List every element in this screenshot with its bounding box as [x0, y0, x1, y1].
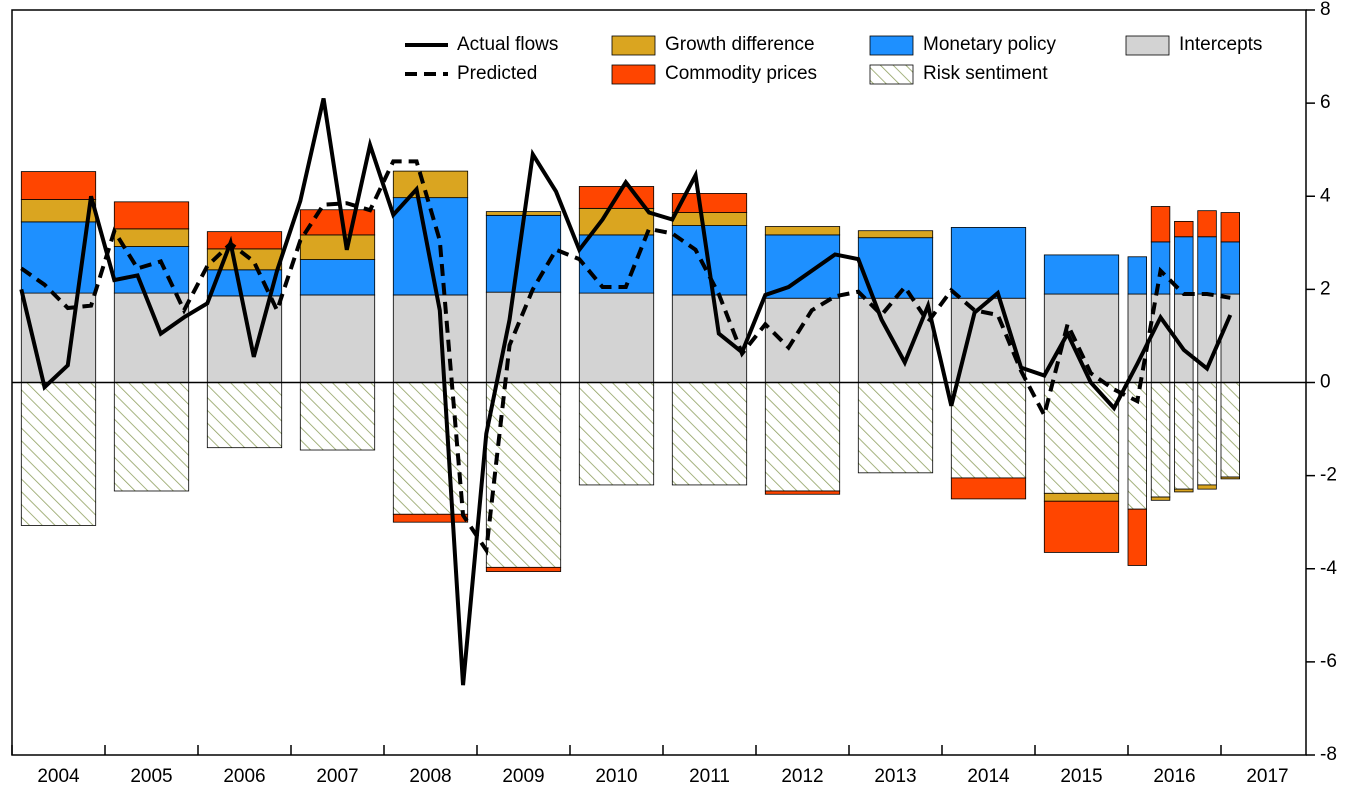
line-series — [19, 98, 1233, 686]
bar-segment — [671, 193, 748, 213]
bar-segment — [392, 382, 469, 515]
bar-segment — [578, 382, 655, 486]
bar-segment — [1197, 210, 1217, 238]
bar-segment — [113, 201, 190, 230]
bar-segment — [1220, 382, 1240, 478]
legend-label: Risk sentiment — [923, 63, 1048, 84]
bar-segment — [206, 382, 283, 449]
bar-segment — [1150, 206, 1171, 243]
legend-swatch — [611, 35, 656, 56]
bar-segment — [764, 382, 841, 492]
bar-segment — [764, 226, 841, 236]
bar-segment — [113, 246, 190, 294]
bar-segment — [299, 294, 376, 383]
y-tick-label: -8 — [1320, 744, 1337, 765]
bar-segment — [20, 199, 97, 223]
bar-segment — [857, 382, 934, 474]
x-tick-label: 2012 — [781, 766, 823, 787]
bar-segment — [299, 382, 376, 451]
bar-segment — [1174, 382, 1194, 490]
y-tick-label: 2 — [1320, 278, 1331, 299]
bar-segment — [1220, 212, 1240, 243]
legend-label: Commodity prices — [665, 63, 817, 84]
bar-segment — [392, 294, 469, 383]
bar-segment — [1197, 382, 1217, 486]
bar-segment — [1150, 382, 1171, 498]
bar-segment — [1174, 220, 1194, 238]
bar-segment — [671, 382, 748, 486]
x-tick-label: 2006 — [223, 766, 265, 787]
x-tick-label: 2010 — [595, 766, 637, 787]
bar-segment — [206, 231, 283, 250]
bar-segment — [578, 292, 655, 383]
x-tick-label: 2008 — [409, 766, 451, 787]
bar-segment — [485, 382, 562, 568]
line-series — [20, 159, 1231, 556]
bar-segment — [20, 171, 97, 200]
bar-segment — [950, 477, 1027, 500]
x-tick-label: 2007 — [316, 766, 358, 787]
x-tick-label: 2014 — [967, 766, 1010, 787]
legend-label: Monetary policy — [923, 34, 1057, 55]
y-tick-label: 6 — [1320, 92, 1331, 113]
x-tick-label: 2017 — [1246, 766, 1288, 787]
y-tick-label: -2 — [1320, 465, 1337, 486]
bar-segment — [113, 228, 190, 247]
x-tick-label: 2016 — [1153, 766, 1195, 787]
legend-swatch — [869, 64, 914, 85]
bar-segment — [857, 230, 934, 239]
bar-segment — [392, 170, 469, 199]
bar-segment — [1197, 484, 1217, 490]
legend-swatch — [869, 35, 914, 56]
bar-segment — [1220, 241, 1240, 295]
x-tick-label: 2015 — [1060, 766, 1102, 787]
bar-segment — [950, 227, 1027, 299]
legend-label: Actual flows — [457, 34, 558, 55]
x-tick-label: 2004 — [37, 766, 80, 787]
legend-label: Intercepts — [1179, 34, 1262, 55]
bar-segment — [578, 234, 655, 294]
y-tick-label: 8 — [1320, 0, 1331, 20]
bar-segment — [1220, 293, 1240, 383]
bar-segment — [485, 566, 562, 572]
bar-segment — [20, 382, 97, 526]
bar-segment — [578, 207, 655, 236]
x-tick-label: 2013 — [874, 766, 916, 787]
bar-segment — [1127, 256, 1147, 295]
bar-segment — [671, 212, 748, 226]
bar-segment — [1150, 496, 1171, 501]
bar-segment — [1043, 254, 1120, 295]
bar-segment — [1197, 236, 1217, 295]
legend-swatch — [1125, 35, 1170, 56]
bar-segment — [299, 209, 376, 236]
y-tick-label: -4 — [1320, 558, 1337, 579]
bar-segment — [299, 234, 376, 260]
bar-segment — [392, 513, 469, 523]
legend-swatch — [611, 64, 656, 85]
bar-segment — [299, 259, 376, 296]
bar-segment — [1127, 508, 1147, 566]
bar-segment — [950, 382, 1027, 479]
bar-segment — [764, 297, 841, 383]
bar-segment — [764, 234, 841, 299]
y-tick-label: 4 — [1320, 185, 1331, 206]
bar-segment — [764, 490, 841, 495]
bar-segment — [1043, 492, 1120, 502]
bar-segment — [113, 382, 190, 492]
bar-segment — [1174, 488, 1194, 493]
y-tick-label: -6 — [1320, 651, 1337, 672]
legend-label: Predicted — [457, 63, 537, 84]
x-tick-label: 2005 — [130, 766, 172, 787]
bar-segment — [1220, 476, 1240, 480]
x-tick-label: 2011 — [689, 766, 730, 787]
bar-segment — [1043, 500, 1120, 553]
legend-label: Growth difference — [665, 34, 815, 55]
x-tick-label: 2009 — [502, 766, 544, 787]
y-tick-label: 0 — [1320, 372, 1331, 393]
